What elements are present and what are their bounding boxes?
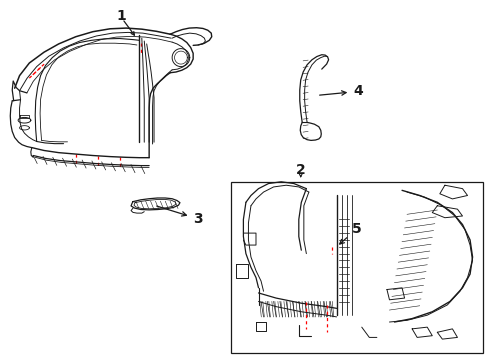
Text: 4: 4: [319, 84, 362, 98]
Text: 1: 1: [116, 9, 126, 23]
Bar: [230, 182, 482, 353]
Text: 3: 3: [156, 206, 203, 226]
Text: 2: 2: [295, 163, 305, 177]
Text: 5: 5: [339, 222, 361, 244]
